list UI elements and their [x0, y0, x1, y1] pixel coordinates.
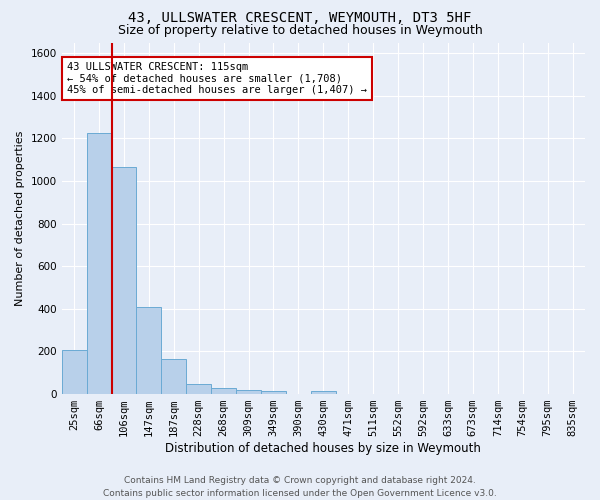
- Bar: [236, 390, 261, 394]
- Bar: [186, 384, 211, 394]
- Bar: [261, 391, 286, 394]
- Text: Size of property relative to detached houses in Weymouth: Size of property relative to detached ho…: [118, 24, 482, 37]
- Bar: [211, 388, 236, 394]
- Text: Contains HM Land Registry data © Crown copyright and database right 2024.
Contai: Contains HM Land Registry data © Crown c…: [103, 476, 497, 498]
- Text: 43, ULLSWATER CRESCENT, WEYMOUTH, DT3 5HF: 43, ULLSWATER CRESCENT, WEYMOUTH, DT3 5H…: [128, 11, 472, 25]
- Bar: [62, 350, 86, 394]
- Bar: [311, 391, 336, 394]
- X-axis label: Distribution of detached houses by size in Weymouth: Distribution of detached houses by size …: [166, 442, 481, 455]
- Text: 43 ULLSWATER CRESCENT: 115sqm
← 54% of detached houses are smaller (1,708)
45% o: 43 ULLSWATER CRESCENT: 115sqm ← 54% of d…: [67, 62, 367, 95]
- Y-axis label: Number of detached properties: Number of detached properties: [15, 130, 25, 306]
- Bar: [161, 359, 186, 394]
- Bar: [112, 167, 136, 394]
- Bar: [136, 306, 161, 394]
- Bar: [86, 133, 112, 394]
